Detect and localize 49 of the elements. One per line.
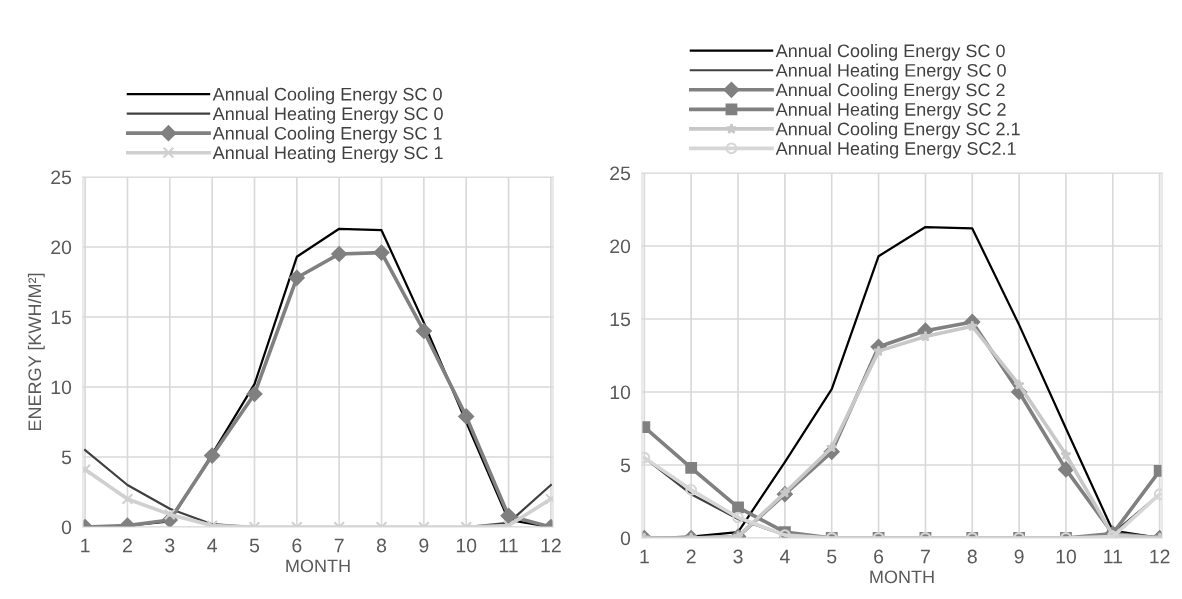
y-tick-label: 15 [51,310,72,325]
x-tick-label: 4 [779,549,790,564]
y-tick-label: 5 [620,458,631,473]
x-tick-label: 11 [1104,549,1122,564]
x-tick-label: 2 [123,538,132,553]
x-tick-label: 1 [640,549,649,564]
legend-label: Annual Cooling Energy SC 2 [775,83,1005,100]
legend-label: Annual Cooling Energy SC 1 [212,126,442,144]
x-tick-label: 7 [921,549,930,564]
x-tick-label: 12 [541,538,561,553]
x-tick-label: 8 [376,538,387,553]
y-tick-label: 20 [51,240,72,255]
y-tick-label: 25 [51,170,72,185]
legend-label: Annual Cooling Energy SC 2.1 [775,122,1020,139]
y-tick-label: 10 [51,380,72,395]
x-axis-title: MONTH [286,559,350,573]
x-tick-label: 12 [1150,549,1170,564]
y-tick-label: 0 [61,520,72,535]
x-tick-label: 10 [1056,549,1077,564]
x-tick-label: 9 [1014,549,1024,564]
x-tick-label: 11 [499,538,518,553]
y-tick-label: 20 [610,239,631,254]
x-tick-label: 4 [207,538,217,553]
x-tick-label: 1 [81,538,90,553]
legend-label: Annual Heating Energy SC 2 [775,102,1006,120]
x-tick-label: 8 [967,549,977,564]
x-tick-label: 6 [874,549,884,564]
legend-label: Annual Heating Energy SC 0 [775,63,1006,81]
legend-label: Annual Heating Energy SC 0 [212,106,443,124]
y-tick-label: 5 [61,450,72,465]
y-tick-label: 25 [610,166,631,181]
y-tick-label: 15 [610,312,631,327]
y-axis-title: ENERGY [KWH/M²] [27,273,45,431]
x-tick-label: 5 [827,549,837,564]
legend-label: Annual Heating Energy SC 1 [212,145,443,163]
x-tick-label: 3 [165,538,175,553]
x-tick-label: 10 [456,538,477,553]
x-tick-label: 2 [686,549,696,564]
x-tick-label: 9 [419,538,429,553]
y-tick-label: 0 [620,531,631,546]
x-tick-label: 7 [334,538,344,553]
legend-label: Annual Cooling Energy SC 0 [212,87,442,105]
x-tick-label: 3 [733,549,743,564]
y-tick-label: 10 [610,385,631,400]
x-tick-label: 5 [249,538,260,553]
x-axis-title: MONTH [870,570,934,584]
legend-label: Annual Cooling Energy SC 0 [775,43,1005,61]
legend-label: Annual Heating Energy SC2.1 [775,141,1016,159]
x-tick-label: 6 [292,538,302,553]
